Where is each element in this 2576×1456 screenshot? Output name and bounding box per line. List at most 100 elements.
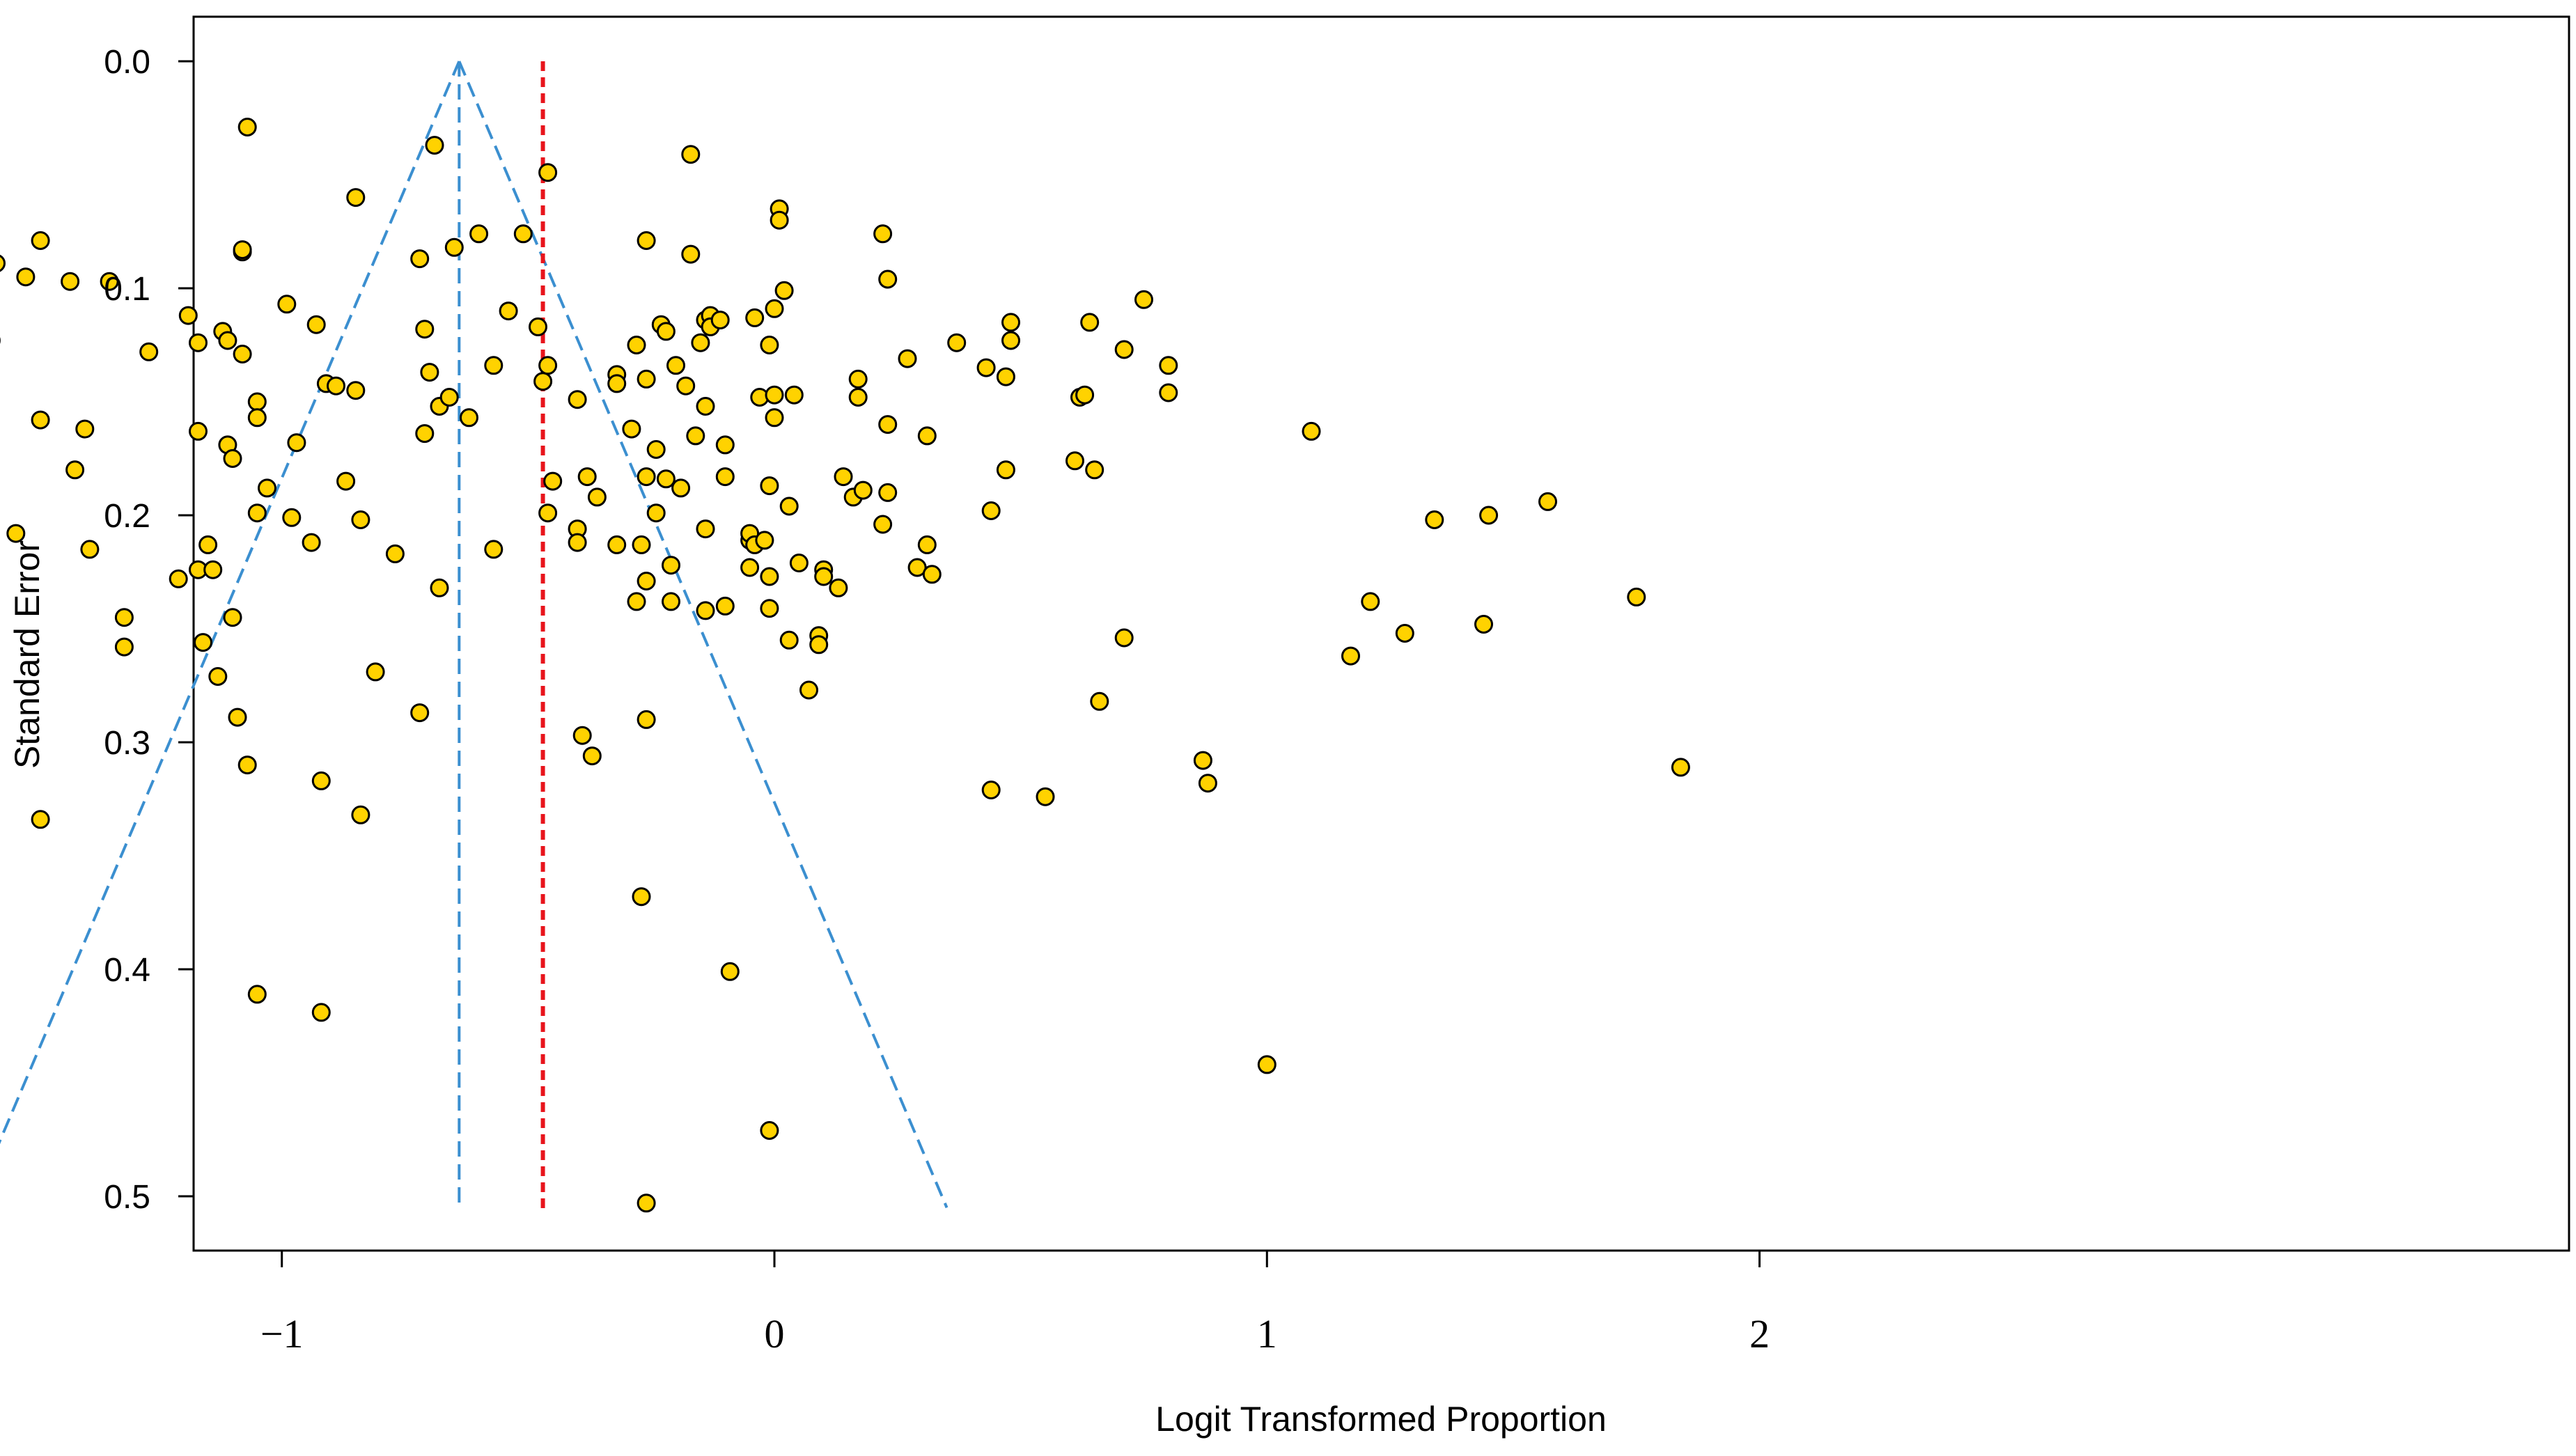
data-point xyxy=(538,503,558,523)
data-point xyxy=(637,231,656,250)
data-point xyxy=(1395,624,1414,643)
data-point xyxy=(572,726,592,745)
data-point xyxy=(460,408,478,428)
data-point xyxy=(31,410,50,430)
data-point xyxy=(351,805,370,824)
data-point xyxy=(1425,510,1444,529)
data-point xyxy=(114,608,134,627)
data-point xyxy=(681,244,701,264)
data-point xyxy=(237,118,257,136)
data-point xyxy=(538,356,558,375)
data-point xyxy=(444,237,464,257)
data-point xyxy=(366,662,385,682)
data-point xyxy=(976,358,996,377)
data-point xyxy=(666,356,685,375)
data-point xyxy=(1361,592,1380,611)
study-points xyxy=(0,118,1690,1213)
data-point xyxy=(218,331,237,350)
data-point xyxy=(784,385,804,405)
data-point xyxy=(607,374,627,393)
x-axis-title: Logit Transformed Proportion xyxy=(1155,1400,1607,1439)
data-point xyxy=(1671,758,1690,777)
data-point xyxy=(627,336,646,354)
data-point xyxy=(178,306,198,325)
data-point xyxy=(65,460,85,480)
data-point xyxy=(499,302,518,321)
data-point xyxy=(878,483,898,502)
data-point xyxy=(637,710,656,729)
data-point xyxy=(577,467,597,487)
data-point xyxy=(189,333,208,352)
data-point xyxy=(765,385,784,405)
data-point xyxy=(809,635,829,655)
data-point xyxy=(139,342,159,361)
data-point xyxy=(61,272,80,291)
data-point xyxy=(671,478,691,498)
data-point xyxy=(247,408,267,428)
data-point xyxy=(1075,385,1095,405)
y-tick-label: 0.5 xyxy=(104,1179,150,1216)
data-point xyxy=(779,496,799,516)
y-axis: 0.0 0.1 0.2 0.3 0.4 0.5 xyxy=(104,44,194,1216)
data-point xyxy=(720,962,740,981)
data-point xyxy=(223,608,242,627)
data-point xyxy=(306,315,326,334)
data-point xyxy=(228,707,247,727)
x-tick-label: 0 xyxy=(765,1311,785,1356)
data-point xyxy=(533,372,553,391)
data-point xyxy=(637,369,656,389)
y-tick-label: 0.1 xyxy=(104,271,150,308)
data-point xyxy=(696,397,715,416)
data-point xyxy=(637,467,656,487)
data-point xyxy=(75,419,95,439)
data-point xyxy=(848,369,868,389)
data-point xyxy=(194,633,212,652)
data-point xyxy=(646,503,666,523)
data-point xyxy=(622,419,641,439)
data-point xyxy=(1474,615,1493,634)
data-point xyxy=(676,376,696,396)
data-point xyxy=(439,388,459,407)
data-point xyxy=(853,480,873,500)
data-point xyxy=(582,746,602,766)
data-point xyxy=(814,567,834,586)
data-point xyxy=(715,467,735,487)
data-point xyxy=(247,985,267,1004)
data-point xyxy=(0,254,6,272)
data-point xyxy=(282,508,302,527)
data-point xyxy=(346,381,366,400)
data-point xyxy=(223,449,242,468)
data-point xyxy=(760,1121,779,1140)
data-point xyxy=(311,771,331,790)
data-point xyxy=(878,269,898,289)
data-point xyxy=(114,637,134,657)
data-point xyxy=(1538,492,1557,511)
data-point xyxy=(430,578,449,597)
data-point xyxy=(1080,313,1100,332)
data-point xyxy=(1341,646,1360,666)
data-point xyxy=(1114,340,1134,359)
data-point xyxy=(1090,691,1109,711)
data-point xyxy=(1159,356,1178,375)
data-point xyxy=(760,567,779,586)
data-point xyxy=(100,272,119,291)
data-point xyxy=(198,535,218,554)
data-point xyxy=(1065,451,1084,471)
data-point xyxy=(233,345,252,363)
data-point xyxy=(981,501,1001,520)
data-point xyxy=(848,388,868,407)
data-point xyxy=(637,572,656,590)
data-point xyxy=(755,531,774,550)
data-point xyxy=(277,295,297,314)
data-point xyxy=(627,592,646,611)
data-point xyxy=(336,471,356,491)
data-point xyxy=(947,333,967,352)
data-point xyxy=(834,467,853,487)
data-point xyxy=(6,524,26,543)
data-point xyxy=(410,703,430,723)
data-point xyxy=(917,426,937,446)
x-tick-label: 1 xyxy=(1257,1311,1277,1356)
data-point xyxy=(247,392,267,412)
data-point xyxy=(898,349,917,368)
